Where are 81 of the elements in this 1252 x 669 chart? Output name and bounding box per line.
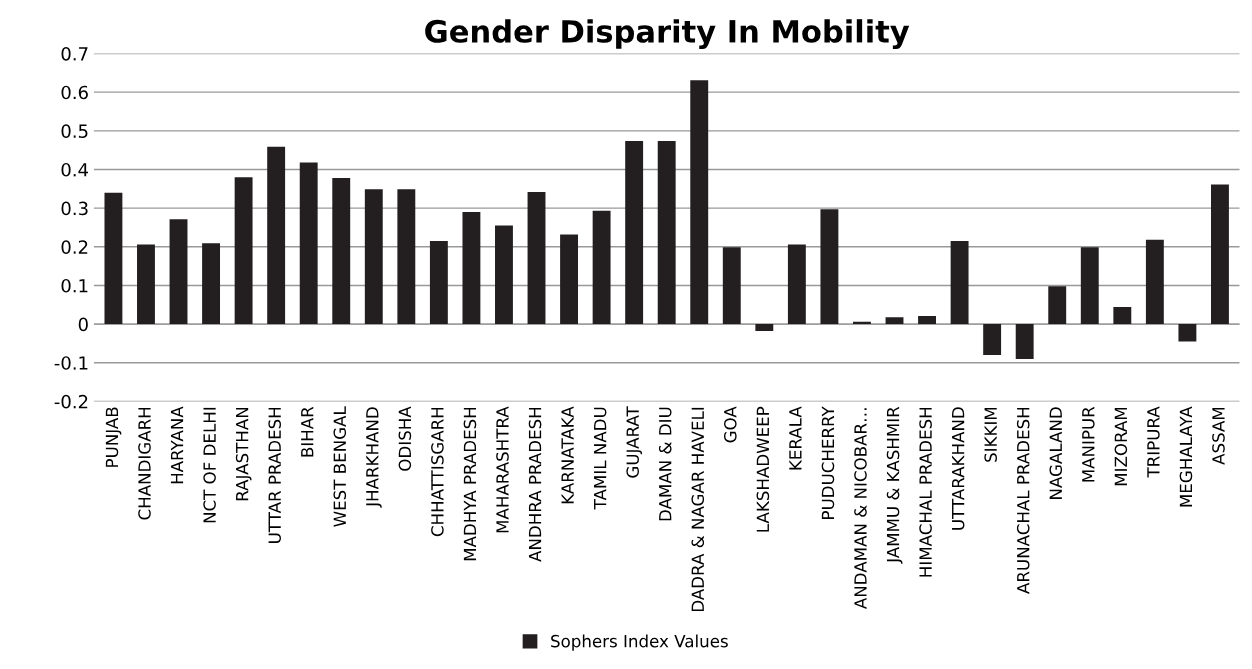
x-tick-label: WEST BENGAL xyxy=(333,406,347,527)
x-tick-label: ANDHRA PRADESH xyxy=(528,407,542,562)
bar xyxy=(560,234,579,325)
x-tick-label: HARYANA xyxy=(170,406,184,484)
bar xyxy=(1080,247,1099,325)
x-tick-label: KERALA xyxy=(789,406,802,470)
legend-label: Sophers Index Values xyxy=(551,634,728,651)
x-tick-label: NCT OF DELHI xyxy=(203,407,216,523)
bar xyxy=(397,189,416,325)
bar xyxy=(1113,307,1132,325)
bar xyxy=(267,146,286,325)
bar xyxy=(462,212,481,325)
bar xyxy=(755,324,774,332)
x-tick-label: ARUNACHAL PRADESH xyxy=(1016,407,1030,594)
x-tick-label: PUNJAB xyxy=(105,407,122,467)
y-tick-label: 0 xyxy=(78,317,88,332)
x-tick-label: UTTAR PRADESH xyxy=(268,407,281,543)
x-tick-label: ODISHA xyxy=(398,406,412,471)
bar xyxy=(625,140,644,325)
y-tick-label: 0.2 xyxy=(61,240,88,254)
bar xyxy=(137,244,155,325)
x-tick-label: LAKSHADWEEP xyxy=(756,406,770,532)
x-tick-label: BIHAR xyxy=(301,406,314,457)
x-tick-label: HIMACHAL PRADESH xyxy=(919,407,932,577)
bar xyxy=(234,177,253,325)
bar xyxy=(1178,324,1197,342)
bar xyxy=(787,244,806,325)
y-tick-label: 0.5 xyxy=(61,124,88,138)
bar xyxy=(169,219,188,325)
x-tick-label: KARNATAKA xyxy=(561,406,574,504)
bar xyxy=(918,315,936,325)
x-tick-label: MAHARASHTRA xyxy=(496,406,509,533)
x-tick-label: UTTARAKHAND xyxy=(952,407,965,530)
y-tick-label: 0.3 xyxy=(61,201,88,216)
bar xyxy=(657,140,676,325)
bar xyxy=(202,243,221,325)
x-tick-label: NAGALAND xyxy=(1049,407,1063,499)
x-tick-label: MIZORAM xyxy=(1114,407,1128,486)
bar xyxy=(820,209,839,325)
x-tick-label: DADRA & NAGAR HAVELI xyxy=(691,407,705,612)
y-tick-label: 0.4 xyxy=(61,162,89,177)
x-tick-label: GUJARAT xyxy=(626,406,643,478)
x-tick-label: CHHATTISGARH xyxy=(431,407,444,537)
bar xyxy=(885,317,904,325)
x-tick-label: RAJASTHAN xyxy=(235,407,252,501)
bar xyxy=(299,162,318,325)
x-tick-label: TRIPURA xyxy=(1147,406,1160,478)
x-tick-label: ASSAM xyxy=(1212,407,1225,465)
bar xyxy=(592,210,611,325)
x-tick-label: PUDUCHERRY xyxy=(821,406,835,519)
x-tick-label: CHANDIGARH xyxy=(138,407,151,520)
bar xyxy=(950,240,969,325)
bar xyxy=(1211,184,1229,325)
x-tick-label: ANDAMAN & NICOBAR… xyxy=(854,408,867,610)
bar xyxy=(1048,286,1067,325)
x-tick-label: TAMIL NADU xyxy=(594,407,607,510)
bar xyxy=(364,189,383,325)
x-tick-label: MADHYA PRADESH xyxy=(463,407,477,561)
y-tick-label: -0.1 xyxy=(54,356,88,370)
bar xyxy=(722,247,741,325)
x-tick-label: JHARKHAND xyxy=(366,407,382,508)
y-tick-label: -0.2 xyxy=(54,394,88,409)
bar xyxy=(495,225,513,325)
bar xyxy=(1015,324,1034,359)
x-tick-label: DAMAN & DIU xyxy=(658,407,672,521)
x-tick-label: JAMMU & KASHMIR xyxy=(886,406,903,564)
x-tick-label: MEGHALAYA xyxy=(1179,406,1193,507)
bar xyxy=(104,192,123,325)
bar xyxy=(690,80,709,325)
bar xyxy=(332,177,351,325)
bar xyxy=(1145,239,1164,325)
x-tick-label: GOA xyxy=(724,406,737,443)
bar xyxy=(527,191,546,325)
y-tick-label: 0.7 xyxy=(61,46,88,61)
x-tick-label: MANIPUR xyxy=(1082,406,1095,482)
y-tick-label: 0.1 xyxy=(61,278,88,293)
y-tick-label: 0.6 xyxy=(61,85,88,100)
x-tick-label: SIKKIM xyxy=(984,407,997,462)
bar xyxy=(429,240,448,325)
bar xyxy=(983,324,1002,356)
chart-title: Gender Disparity In Mobility xyxy=(425,19,910,49)
